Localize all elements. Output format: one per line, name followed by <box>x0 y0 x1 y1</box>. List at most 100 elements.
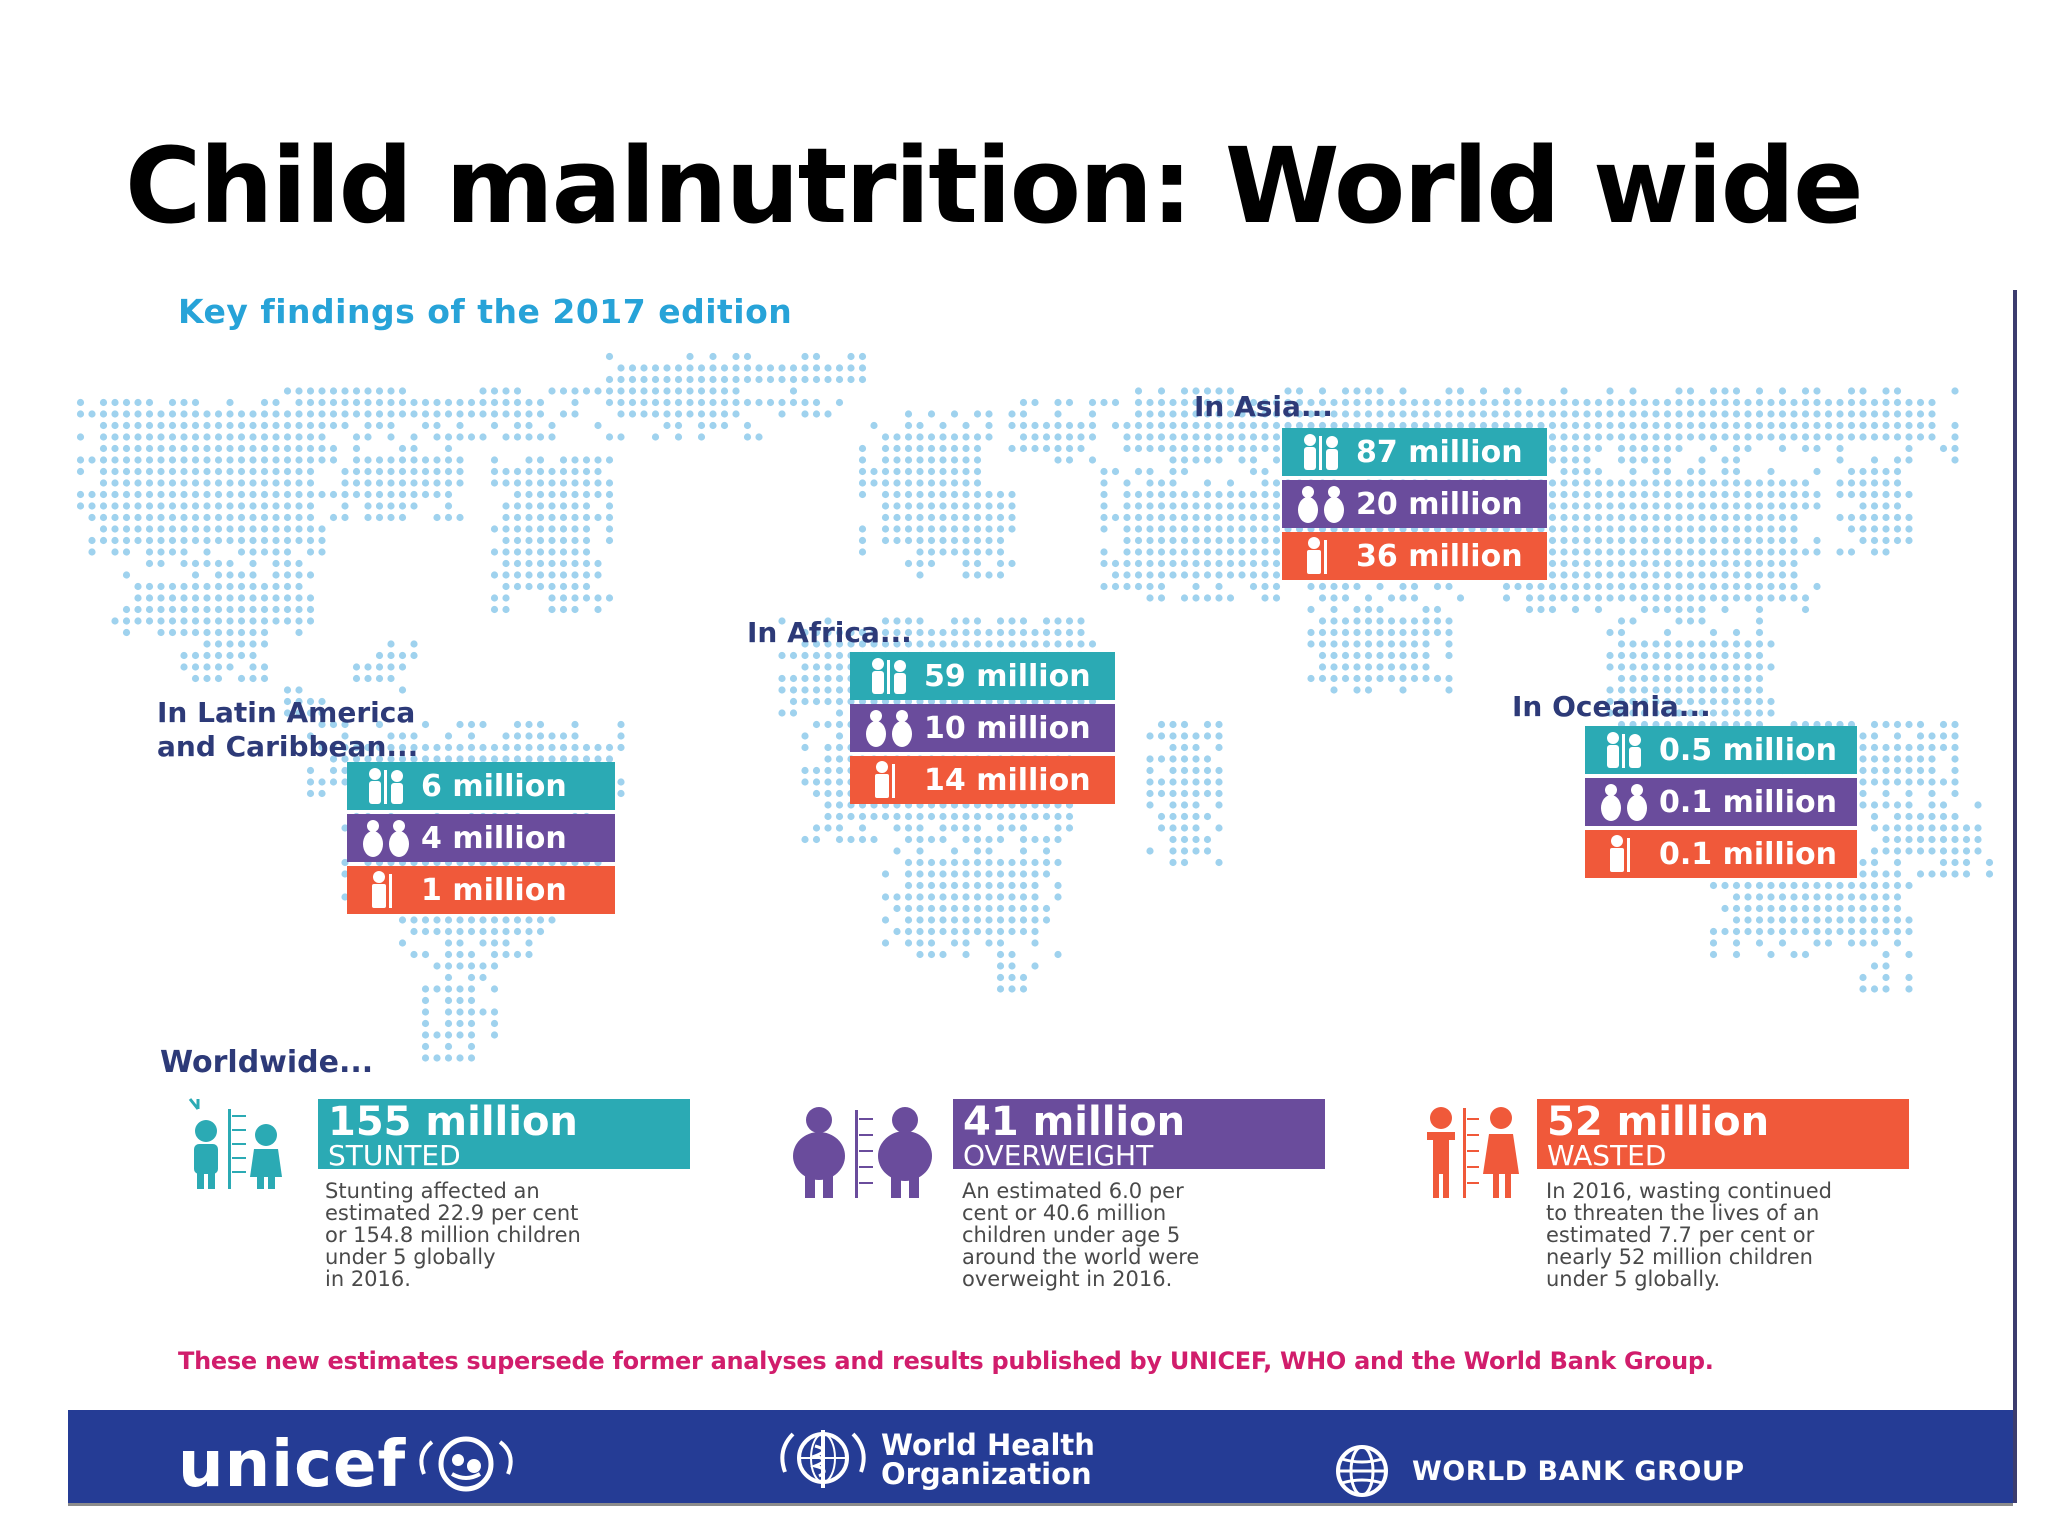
map-dot <box>180 410 188 418</box>
map-dot <box>1272 582 1281 591</box>
map-dot <box>375 720 384 729</box>
map-dot <box>1180 559 1189 568</box>
map-dot <box>1859 513 1867 522</box>
map-dot <box>1548 605 1557 614</box>
map-dot <box>1882 525 1890 533</box>
map-dot <box>996 927 1005 936</box>
map-dot <box>1663 605 1672 614</box>
map-dot <box>858 467 867 476</box>
map-dot <box>375 410 384 418</box>
map-dot <box>1525 582 1534 591</box>
asia-stunted-value: 87 million <box>1356 434 1523 470</box>
map-dot <box>237 594 246 602</box>
map-dot <box>456 479 464 487</box>
map-dot <box>1698 513 1706 522</box>
map-dot <box>1663 628 1672 637</box>
map-dot <box>490 479 499 487</box>
map-dot <box>927 444 936 453</box>
map-dot <box>582 387 591 395</box>
map-dot <box>571 456 579 464</box>
map-dot <box>88 502 96 510</box>
map-dot <box>916 513 924 522</box>
map-dot <box>168 536 177 545</box>
map-dot <box>1629 502 1637 510</box>
worldwide-overweight-value: 41 million <box>963 1099 1186 1145</box>
map-dot <box>1778 594 1787 602</box>
map-dot <box>1859 985 1867 993</box>
map-dot <box>237 410 246 418</box>
map-dot <box>893 904 901 913</box>
map-dot <box>962 525 970 533</box>
map-dot <box>1721 525 1729 533</box>
map-dot <box>835 789 844 798</box>
map-dot <box>904 628 913 637</box>
map-dot <box>1893 927 1902 936</box>
map-dot <box>1893 939 1902 947</box>
map-dot <box>973 548 982 556</box>
map-dot <box>1272 559 1281 568</box>
map-dot <box>1663 410 1672 418</box>
map-dot <box>950 939 959 947</box>
map-dot <box>1640 582 1649 591</box>
map-dot <box>1065 398 1074 407</box>
map-dot <box>1272 513 1281 522</box>
map-dot <box>249 536 257 545</box>
map-dot <box>1629 444 1637 453</box>
map-dot <box>398 444 407 453</box>
map-dot <box>99 513 108 522</box>
map-dot <box>962 904 970 913</box>
map-dot <box>1008 410 1016 418</box>
map-dot <box>1065 444 1074 453</box>
map-dot <box>1353 617 1361 625</box>
map-dot <box>329 444 338 453</box>
map-dot <box>1617 410 1626 418</box>
map-dot <box>1594 490 1603 499</box>
map-dot <box>375 502 384 510</box>
map-dot <box>904 858 913 867</box>
map-dot <box>1859 398 1867 407</box>
map-dot <box>283 421 292 430</box>
map-dot <box>145 605 154 614</box>
map-dot <box>1790 927 1798 936</box>
map-dot <box>1341 594 1350 602</box>
map-dot <box>513 421 522 430</box>
map-dot <box>789 697 798 706</box>
map-dot <box>203 651 211 660</box>
map-dot <box>640 398 648 407</box>
map-dot <box>1537 398 1545 407</box>
map-dot <box>1732 674 1741 683</box>
stunted-children-icon <box>369 768 403 804</box>
map-dot <box>352 467 361 476</box>
map-dot <box>1180 778 1189 786</box>
map-dot <box>525 513 533 522</box>
map-dot <box>1192 743 1200 752</box>
map-dot <box>927 870 936 878</box>
map-dot <box>1732 893 1741 901</box>
map-dot <box>1732 387 1741 395</box>
map-dot <box>1629 433 1637 441</box>
map-dot <box>525 732 533 740</box>
map-dot <box>479 387 487 395</box>
map-dot <box>1629 697 1637 706</box>
map-dot <box>893 467 901 476</box>
map-dot <box>1502 387 1511 395</box>
map-dot <box>329 513 338 522</box>
map-dot <box>295 444 303 453</box>
map-dot <box>1755 410 1764 418</box>
map-dot <box>617 375 625 384</box>
map-dot <box>525 582 533 591</box>
map-dot <box>1617 490 1626 499</box>
map-dot <box>1905 916 1913 924</box>
map-dot <box>1905 444 1913 453</box>
map-dot <box>1732 571 1741 579</box>
map-dot <box>157 456 165 464</box>
map-dot <box>1675 536 1683 545</box>
map-dot <box>571 410 579 418</box>
map-dot <box>122 525 131 533</box>
map-dot <box>1882 513 1890 522</box>
map-dot <box>364 663 372 671</box>
map-dot <box>1192 801 1200 809</box>
map-dot <box>1192 398 1200 407</box>
map-dot <box>1698 421 1706 430</box>
map-dot <box>1721 927 1729 936</box>
